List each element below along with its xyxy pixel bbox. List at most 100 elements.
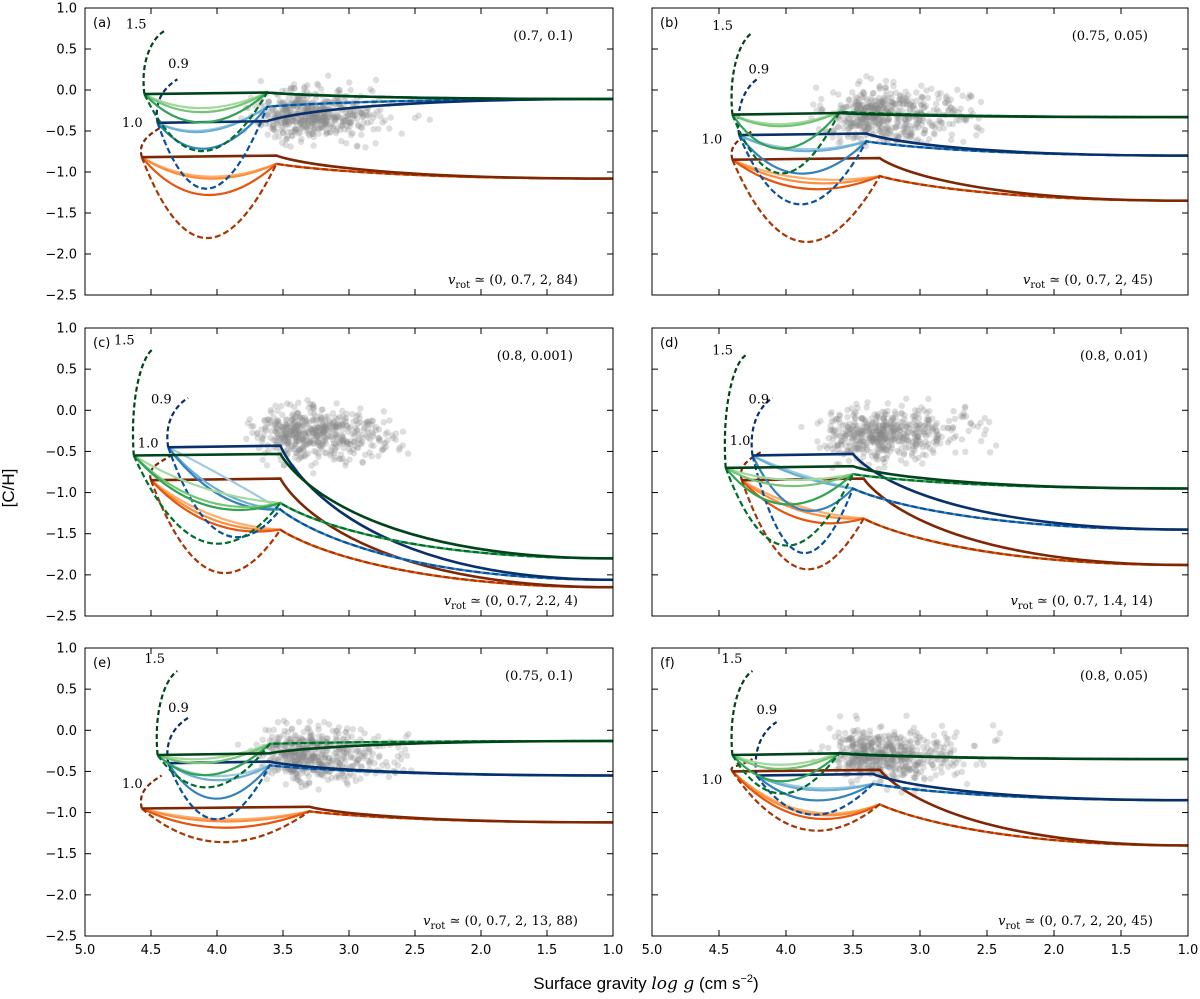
scatter-point — [920, 104, 928, 111]
scatter-point — [333, 774, 340, 781]
scatter-point — [321, 433, 328, 440]
scatter-point — [351, 108, 358, 116]
scatter-point — [897, 92, 904, 100]
scatter-point — [855, 736, 862, 743]
scatter-point — [258, 426, 265, 433]
scatter-point — [355, 411, 363, 418]
scatter-point — [861, 742, 868, 749]
scatter-point — [260, 432, 267, 439]
scatter-point — [340, 735, 347, 742]
scatter-point — [840, 736, 847, 743]
scatter-point — [898, 757, 905, 765]
scatter-point — [288, 427, 295, 434]
scatter-point — [932, 422, 939, 429]
scatter-point — [344, 114, 352, 122]
scatter-point — [879, 98, 886, 106]
scatter-point — [381, 117, 389, 124]
scatter-point — [385, 773, 393, 780]
scatter-point — [267, 434, 274, 441]
scatter-point — [338, 137, 345, 145]
vrot-symbol: v — [1011, 594, 1019, 609]
scatter-point — [281, 107, 288, 114]
scatter-point — [339, 121, 346, 128]
scatter-point — [303, 417, 310, 424]
scatter-point — [300, 447, 307, 454]
scatter-point — [298, 783, 305, 791]
scatter-point — [868, 739, 876, 746]
scatter-point — [891, 732, 898, 739]
scatter-point — [301, 114, 308, 121]
scatter-point — [907, 101, 914, 108]
scatter-point — [868, 104, 875, 111]
scatter-point — [360, 754, 367, 762]
scatter-point — [901, 426, 908, 434]
scatter-point — [334, 113, 341, 121]
scatter-point — [919, 428, 926, 436]
scatter-point — [282, 122, 289, 129]
scatter-point — [894, 447, 901, 455]
scatter-point — [250, 423, 257, 430]
scatter-point — [879, 425, 886, 433]
vrot-label: vrot ≃ (0, 0.7, 2.2, 4) — [444, 594, 578, 612]
scatter-point — [280, 439, 288, 446]
scatter-point — [283, 429, 290, 436]
scatter-point — [390, 434, 397, 442]
scatter-point — [347, 754, 354, 761]
scatter-point — [870, 436, 877, 444]
scatter-point — [350, 450, 358, 457]
scatter-point — [915, 415, 923, 422]
scatter-point — [881, 434, 889, 441]
scatter-point — [883, 418, 891, 425]
scatter-point — [913, 89, 920, 96]
scatter-point — [865, 735, 872, 742]
scatter-point — [856, 744, 863, 751]
scatter-point — [909, 749, 916, 757]
scatter-point — [288, 431, 296, 439]
scatter-point — [996, 730, 1004, 737]
scatter-point — [861, 105, 868, 113]
scatter-point — [298, 757, 306, 764]
scatter-point — [291, 418, 298, 425]
scatter-point — [338, 436, 346, 443]
scatter-point — [291, 414, 298, 422]
scatter-point — [825, 744, 832, 752]
scatter-point — [902, 120, 909, 128]
scatter-point — [297, 118, 304, 126]
scatter-point — [310, 424, 318, 432]
scatter-point — [951, 771, 958, 779]
scatter-point — [952, 449, 959, 456]
scatter-point — [849, 739, 856, 747]
scatter-point — [274, 111, 281, 118]
scatter-point — [359, 113, 366, 121]
plot-area — [131, 347, 613, 589]
scatter-point — [284, 728, 292, 736]
scatter-point — [292, 422, 300, 429]
scatter-point — [879, 443, 886, 451]
scatter-point — [921, 748, 929, 756]
scatter-point — [900, 766, 907, 774]
scatter-point — [321, 754, 328, 761]
scatter-point — [914, 432, 922, 439]
scatter-point — [847, 122, 855, 130]
scatter-point — [314, 753, 322, 760]
scatter-point — [868, 434, 875, 441]
scatter-point — [346, 770, 354, 777]
scatter-point — [314, 117, 322, 125]
plot-area — [139, 670, 613, 844]
scatter-point — [885, 115, 893, 123]
scatter-point — [933, 742, 940, 750]
scatter-point — [927, 120, 934, 127]
scatter-point — [862, 756, 870, 763]
scatter-point — [367, 118, 375, 126]
scatter-point — [343, 438, 350, 445]
scatter-point — [284, 432, 291, 439]
scatter-point — [907, 135, 915, 142]
scatter-point — [937, 764, 944, 771]
scatter-point — [292, 125, 299, 132]
scatter-point — [328, 447, 335, 454]
scatter-point — [316, 757, 323, 764]
scatter-point — [310, 142, 317, 149]
scatter-point — [869, 115, 876, 122]
scatter-point — [330, 113, 337, 121]
scatter-point — [853, 400, 860, 407]
